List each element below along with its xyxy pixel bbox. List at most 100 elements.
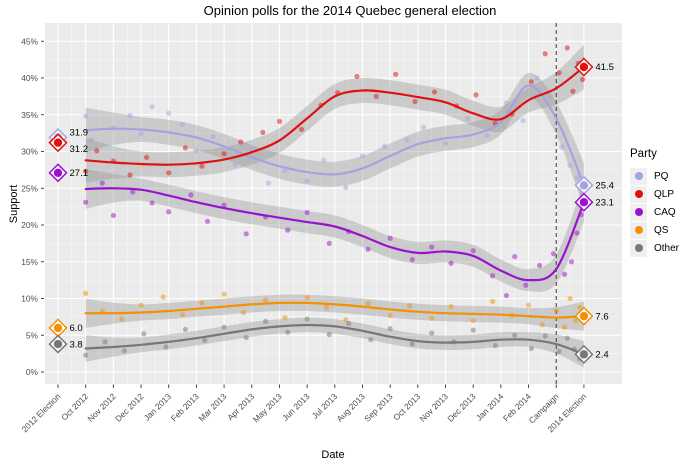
poll-point bbox=[550, 251, 557, 257]
poll-point bbox=[102, 339, 108, 345]
election-value-label: 6.0 bbox=[70, 323, 83, 334]
x-tick-label: Mar 2013 bbox=[196, 391, 228, 423]
ribbon-qlp bbox=[85, 44, 584, 183]
poll-point bbox=[470, 317, 476, 324]
poll-point bbox=[83, 168, 89, 174]
poll-point bbox=[182, 326, 188, 332]
poll-point bbox=[83, 199, 89, 205]
poll-point bbox=[143, 154, 150, 160]
poll-point bbox=[354, 73, 360, 80]
legend-label: Other bbox=[654, 242, 680, 254]
poll-point bbox=[141, 331, 147, 337]
y-tick-label: 45% bbox=[21, 36, 38, 46]
poll-point bbox=[323, 304, 330, 310]
confidence-ribbons bbox=[85, 44, 584, 368]
x-tick-label: 2012 Election bbox=[19, 391, 62, 434]
poll-point bbox=[561, 324, 568, 330]
poll-point bbox=[249, 146, 255, 152]
poll-point bbox=[285, 227, 291, 233]
poll-point bbox=[420, 124, 426, 130]
poll-point bbox=[393, 71, 399, 77]
poll-point bbox=[304, 178, 310, 184]
poll-point bbox=[431, 89, 438, 95]
diamond-dot bbox=[579, 62, 589, 72]
poll-point bbox=[564, 335, 570, 341]
legend-dot-icon bbox=[634, 226, 643, 234]
poll-point bbox=[110, 212, 116, 219]
election-value-label: 3.8 bbox=[70, 339, 83, 350]
y-tick-label: 10% bbox=[21, 294, 38, 304]
legend-label: QS bbox=[654, 224, 669, 236]
poll-point bbox=[523, 282, 529, 288]
poll-point bbox=[94, 148, 100, 154]
poll-point bbox=[221, 291, 227, 297]
diamond-dot bbox=[579, 198, 589, 207]
diamond-dot bbox=[53, 339, 63, 349]
poll-point bbox=[406, 303, 413, 309]
poll-point bbox=[559, 144, 565, 150]
y-tick-label: 25% bbox=[21, 183, 38, 193]
ribbon-qs bbox=[85, 294, 584, 331]
poll-point bbox=[179, 312, 186, 318]
x-tick-label: Dec 2012 bbox=[113, 391, 146, 424]
diamond-dot bbox=[579, 181, 589, 190]
poll-point bbox=[539, 322, 546, 328]
diamond-dot bbox=[53, 168, 63, 178]
trend-line-qs bbox=[84, 301, 585, 319]
y-tick-label: 35% bbox=[21, 110, 38, 120]
poll-point bbox=[149, 200, 155, 206]
poll-point bbox=[484, 132, 490, 138]
legend-label: CAQ bbox=[654, 206, 676, 218]
poll-point bbox=[503, 292, 510, 299]
poll-point bbox=[409, 341, 415, 347]
poll-point bbox=[160, 294, 166, 300]
poll-point bbox=[127, 112, 133, 119]
legend-item-other: Other bbox=[630, 239, 679, 257]
y-tick-label: 0% bbox=[26, 367, 39, 377]
poll-point bbox=[412, 98, 418, 105]
legend-key-other bbox=[630, 239, 647, 257]
poll-point bbox=[304, 209, 310, 216]
poll-point bbox=[528, 79, 534, 85]
poll-point bbox=[199, 163, 205, 169]
legend-dot-icon bbox=[634, 172, 643, 180]
poll-point bbox=[304, 316, 310, 322]
marker-2014-caq: 23.1 bbox=[574, 192, 614, 212]
legend-key-pq bbox=[630, 167, 647, 185]
x-tick-label: Sep 2013 bbox=[362, 391, 395, 424]
poll-point bbox=[346, 320, 352, 327]
poll-point bbox=[404, 137, 410, 143]
poll-point bbox=[359, 153, 366, 159]
y-axis-title: Support bbox=[8, 184, 20, 224]
poll-point bbox=[556, 70, 562, 76]
poll-point bbox=[179, 121, 186, 127]
poll-point bbox=[409, 256, 415, 263]
marker-2012-caq: 27.1 bbox=[48, 163, 88, 183]
legend-label: QLP bbox=[654, 188, 675, 200]
poll-point bbox=[166, 170, 172, 176]
poll-point bbox=[276, 118, 283, 124]
diamond-dot bbox=[579, 311, 589, 321]
x-tick-label: May 2013 bbox=[251, 391, 284, 424]
polls-other bbox=[83, 316, 587, 362]
poll-point bbox=[199, 300, 205, 306]
x-tick-label: Nov 2013 bbox=[418, 391, 451, 424]
poll-point bbox=[567, 295, 573, 302]
poll-point bbox=[127, 172, 133, 178]
poll-point bbox=[561, 271, 568, 277]
poll-point bbox=[465, 115, 471, 122]
poll-point bbox=[429, 244, 435, 250]
poll-point bbox=[130, 189, 136, 195]
poll-point bbox=[365, 301, 371, 307]
x-tick-label: Jan 2013 bbox=[142, 391, 174, 423]
poll-point bbox=[326, 240, 332, 246]
poll-point bbox=[88, 137, 94, 143]
legend-key-qs bbox=[630, 221, 647, 239]
legend-dot-icon bbox=[634, 208, 643, 216]
diamond-dot bbox=[53, 323, 63, 333]
poll-point bbox=[387, 326, 393, 332]
poll-point bbox=[556, 348, 562, 355]
x-tick-label: Dec 2013 bbox=[445, 391, 478, 424]
poll-point bbox=[321, 157, 327, 163]
poll-point bbox=[564, 45, 570, 51]
